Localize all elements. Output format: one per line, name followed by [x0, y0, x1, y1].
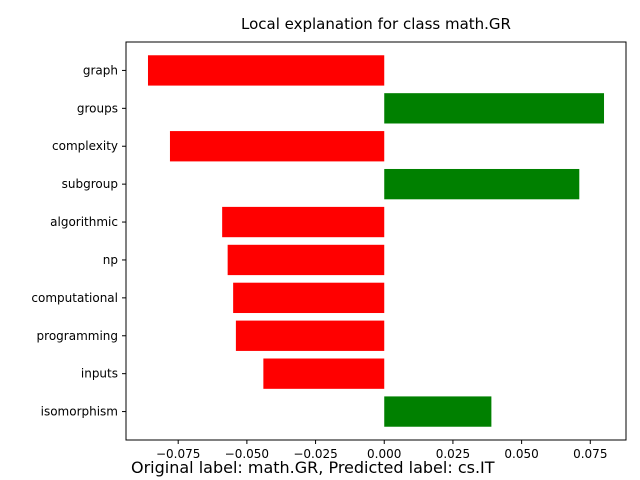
y-tick-label: algorithmic: [50, 215, 118, 229]
x-tick-label: 0.050: [504, 447, 538, 461]
bars-group: [148, 55, 604, 426]
bar-computational: [233, 283, 384, 313]
y-tick-label: complexity: [52, 139, 118, 153]
chart-title: Local explanation for class math.GR: [241, 15, 511, 33]
bar-complexity: [170, 131, 384, 161]
y-tick-label: groups: [77, 101, 118, 115]
bar-algorithmic: [222, 207, 384, 237]
bar-groups: [384, 93, 604, 123]
y-axis-ticks: graph groups complexity subgroup algorithmic…: [31, 63, 126, 418]
bar-inputs: [263, 359, 384, 389]
caption-label: Original label: math.GR, Predicted label…: [131, 458, 495, 477]
y-tick-label: isomorphism: [41, 405, 118, 419]
y-tick-label: inputs: [81, 367, 118, 381]
bar-subgroup: [384, 169, 579, 199]
bar-graph: [148, 55, 384, 85]
y-tick-label: subgroup: [62, 177, 118, 191]
bar-programming: [236, 321, 384, 351]
y-tick-label: np: [103, 253, 118, 267]
y-tick-label: programming: [37, 329, 118, 343]
bar-isomorphism: [384, 396, 491, 426]
x-tick-label: 0.075: [573, 447, 607, 461]
y-tick-label: computational: [31, 291, 118, 305]
bar-np: [228, 245, 385, 275]
y-tick-label: graph: [83, 63, 118, 77]
